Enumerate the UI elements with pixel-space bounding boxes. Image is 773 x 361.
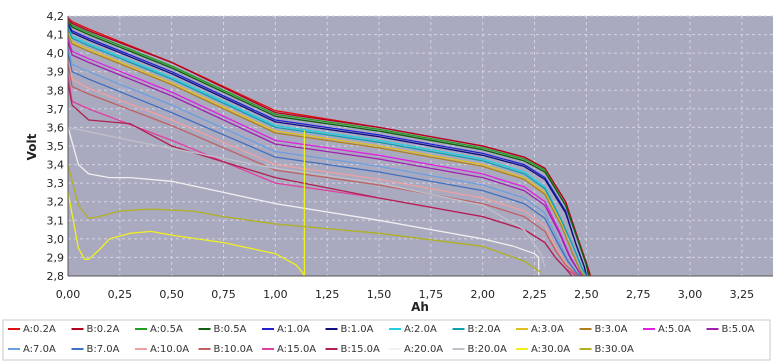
x-tick-label: 1,00 (263, 288, 288, 301)
legend-entry: B:2.0A (468, 324, 501, 335)
x-tick-label: 1,50 (367, 288, 392, 301)
series-line-20 (67, 130, 306, 277)
series-line-9 (67, 34, 585, 277)
y-tick-label: 3,3 (47, 177, 65, 190)
legend-entry: A:2.0A (404, 324, 437, 335)
y-tick-label: 3,7 (47, 103, 65, 116)
series-line-15 (67, 64, 579, 277)
series-line-5 (67, 24, 588, 277)
series-line-10 (67, 38, 583, 277)
y-tick-labels: 2,8 2,9 3,0 3,1 3,2 3,3 3,4 3,5 3,6 3,7 3,8 3,9 4,0 4… (47, 10, 65, 283)
legend-entry: A:3.0A (531, 324, 564, 335)
legend-entry: B:15.0A (341, 344, 380, 355)
legend-entry: A:0.2A (23, 324, 56, 335)
legend: A:0.2A B:0.2A A:0.5A B:0.5A A:1.0A B:1.0A A:2.… (8, 324, 755, 355)
y-tick-label: 3,5 (47, 140, 65, 153)
legend-entry: A:5.0A (658, 324, 691, 335)
series-line-3 (67, 21, 590, 277)
legend-entry: B:20.0A (468, 344, 507, 355)
legend-entry: A:10.0A (150, 344, 189, 355)
legend-entry: A:30.0A (531, 344, 570, 355)
x-tick-label: 2,50 (574, 288, 599, 301)
x-tick-label: 0,50 (159, 288, 184, 301)
legend-entry: A:20.0A (404, 344, 443, 355)
series-line-21 (67, 164, 542, 273)
y-tick-label: 3,0 (47, 233, 65, 246)
series-line-7 (67, 28, 587, 277)
y-axis-label: Volt (25, 133, 39, 160)
y-tick-label: 2,8 (47, 270, 65, 283)
y-tick-label: 4,2 (47, 10, 65, 23)
y-tick-label: 3,6 (47, 121, 65, 134)
x-tick-label: 1,25 (315, 288, 340, 301)
x-tick-label: 0,25 (108, 288, 133, 301)
x-tick-labels: 0,00 0,25 0,50 0,75 1,00 1,25 1,50 1,75 2,00 2,25… (56, 288, 754, 301)
x-tick-label: 1,75 (419, 288, 444, 301)
legend-entry: A:0.5A (150, 324, 183, 335)
y-tick-label: 2,9 (47, 251, 65, 264)
x-tick-label: 0,75 (211, 288, 236, 301)
series-line-12 (67, 47, 581, 277)
legend-entry: B:0.2A (87, 324, 120, 335)
legend-entry: B:5.0A (722, 324, 755, 335)
series-line-18 (67, 127, 540, 276)
legend-box (2, 319, 771, 361)
x-tick-label: 2,00 (470, 288, 495, 301)
legend-entry: B:0.5A (214, 324, 247, 335)
series-line-14 (67, 58, 579, 277)
legend-entry: A:7.0A (23, 344, 56, 355)
legend-entry: B:7.0A (87, 344, 120, 355)
legend-entry: B:1.0A (341, 324, 374, 335)
legend-entry: B:10.0A (214, 344, 253, 355)
x-tick-label: 3,25 (730, 288, 755, 301)
series-line-17 (67, 82, 573, 277)
x-tick-label: 2,75 (626, 288, 651, 301)
y-tick-label: 3,9 (47, 66, 65, 79)
series-layer (67, 17, 592, 277)
y-tick-label: 3,1 (47, 214, 65, 227)
legend-entry: B:30.0A (595, 344, 634, 355)
series-line-19 (67, 126, 546, 267)
y-tick-label: 3,2 (47, 196, 65, 209)
y-tick-label: 3,4 (47, 159, 65, 172)
legend-entry: B:3.0A (595, 324, 628, 335)
y-tick-label: 4,0 (47, 47, 65, 60)
x-axis-label: Ah (411, 300, 429, 314)
y-tick-label: 3,8 (47, 84, 65, 97)
series-line-13 (67, 52, 581, 277)
legend-entry: A:1.0A (277, 324, 310, 335)
series-line-11 (67, 41, 583, 277)
x-tick-label: 3,00 (678, 288, 703, 301)
x-tick-label: 2,25 (522, 288, 547, 301)
x-tick-label: 0,00 (56, 288, 81, 301)
y-tick-label: 4,1 (47, 29, 65, 42)
legend-entry: A:15.0A (277, 344, 316, 355)
